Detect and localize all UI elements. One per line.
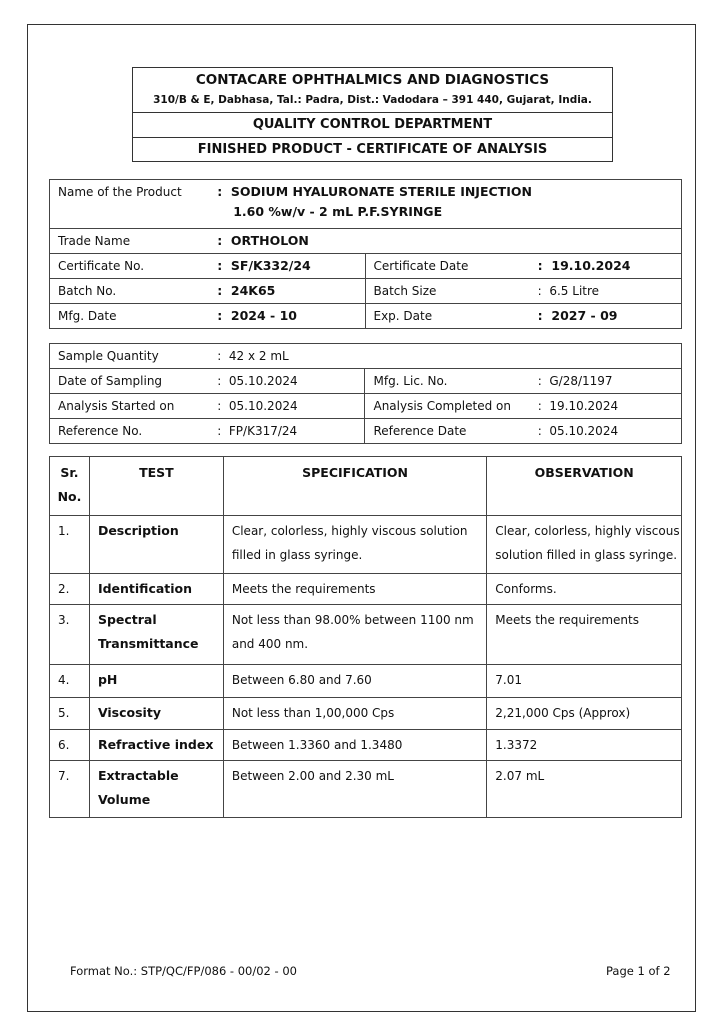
sr-no: 1. (49, 515, 90, 574)
observation: Clear, colorless, highly viscous solutio… (486, 515, 682, 574)
header-observation: OBSERVATION (486, 456, 682, 516)
specification: Not less than 98.00% between 1100 nm and… (222, 604, 488, 665)
observation: Meets the requirements (486, 604, 682, 665)
batch-no-label: Batch No. (49, 278, 210, 304)
analysis-started: : 05.10.2024 (209, 393, 365, 419)
test-row: 3. Spectral Transmittance Not less than 98… (49, 604, 682, 665)
cert-date: : 19.10.2024 (529, 253, 682, 279)
batch-size-label: Batch Size (364, 278, 530, 304)
trade-name-label: Trade Name (49, 228, 210, 254)
observation: 1.3372 (486, 729, 682, 761)
test-row: 7. Extractable Volume Between 2.00 and 2.3… (49, 760, 682, 818)
test-row: 2. Identification Meets the requirements Co… (49, 573, 682, 605)
observation: 2.07 mL (486, 760, 682, 818)
document-title: FINISHED PRODUCT - CERTIFICATE OF ANALYS… (197, 142, 548, 157)
test-row: 6. Refractive index Between 1.3360 and 1.3… (49, 729, 682, 761)
specification: Between 1.3360 and 1.3480 (222, 729, 488, 761)
specification: Not less than 1,00,000 Cps (222, 697, 488, 730)
test-name: Refractive index (88, 729, 224, 761)
sr-no: 3. (49, 604, 90, 665)
analysis-completed-label: Analysis Completed on (364, 393, 530, 419)
specification: Between 6.80 and 7.60 (222, 664, 488, 698)
page-number: Page 1 of 2 (606, 964, 671, 978)
specification: Between 2.00 and 2.30 mL (222, 760, 488, 818)
cert-no: : SF/K332/24 (209, 253, 365, 279)
test-row: 4. pH Between 6.80 and 7.60 7.01 (49, 664, 682, 698)
reference-no-label: Reference No. (49, 418, 210, 444)
exp-date: : 2027 - 09 (529, 303, 682, 329)
company-name: CONTACARE OPHTHALMICS AND DIAGNOSTICS (195, 72, 550, 88)
product-name: : SODIUM HYALURONATE STERILE INJECTION 1.… (209, 179, 683, 229)
reference-date-label: Reference Date (364, 418, 530, 444)
observation: Conforms. (486, 573, 682, 605)
reference-no: : FP/K317/24 (209, 418, 365, 444)
header-sr-no: Sr. No. (49, 456, 90, 516)
test-name: Spectral Transmittance (88, 604, 224, 665)
reference-date: : 05.10.2024 (529, 418, 682, 444)
batch-size: : 6.5 Litre (529, 278, 682, 304)
test-name: Extractable Volume (88, 760, 224, 818)
sampling-date-label: Date of Sampling (49, 368, 210, 394)
company-address: 310/B & E, Dabhasa, Tal.: Padra, Dist.: … (133, 90, 612, 113)
sample-info-table: Sample Quantity : 42 x 2 mL Date of Samp… (49, 343, 683, 444)
test-name: pH (88, 664, 224, 698)
test-results-table: Sr. No. TEST SPECIFICATION OBSERVATION 1.… (49, 456, 682, 818)
trade-name: : ORTHOLON (209, 228, 683, 254)
document-header: CONTACARE OPHTHALMICS AND DIAGNOSTICS 31… (132, 67, 613, 162)
sampling-date: : 05.10.2024 (209, 368, 365, 394)
test-row: 5. Viscosity Not less than 1,00,000 Cps 2,2… (49, 697, 682, 730)
mfg-date: : 2024 - 10 (209, 303, 365, 329)
header-specification: SPECIFICATION (222, 456, 488, 516)
product-info-table: Name of the Product : SODIUM HYALURONATE… (49, 179, 683, 329)
sr-no: 7. (49, 760, 90, 818)
analysis-completed: : 19.10.2024 (529, 393, 682, 419)
sr-no: 4. (49, 664, 90, 698)
sr-no: 5. (49, 697, 90, 730)
cert-no-label: Certificate No. (49, 253, 210, 279)
header-test: TEST (88, 456, 224, 516)
batch-no: : 24K65 (209, 278, 365, 304)
mfg-lic-label: Mfg. Lic. No. (364, 368, 530, 394)
observation: 7.01 (486, 664, 682, 698)
mfg-date-label: Mfg. Date (49, 303, 210, 329)
specification: Meets the requirements (222, 573, 488, 605)
sample-qty: : 42 x 2 mL (209, 343, 683, 369)
specification: Clear, colorless, highly viscous solutio… (222, 515, 488, 574)
test-name: Viscosity (88, 697, 224, 730)
analysis-started-label: Analysis Started on (49, 393, 210, 419)
page-border (27, 24, 696, 1012)
test-row: 1. Description Clear, colorless, highly vi… (49, 515, 682, 574)
exp-date-label: Exp. Date (364, 303, 530, 329)
department: QUALITY CONTROL DEPARTMENT (133, 113, 612, 138)
product-name-label: Name of the Product (49, 179, 210, 229)
observation: 2,21,000 Cps (Approx) (486, 697, 682, 730)
sr-no: 6. (49, 729, 90, 761)
mfg-lic: : G/28/1197 (529, 368, 682, 394)
cert-date-label: Certificate Date (364, 253, 530, 279)
sample-qty-label: Sample Quantity (49, 343, 210, 369)
test-name: Identification (88, 573, 224, 605)
sr-no: 2. (49, 573, 90, 605)
format-number: Format No.: STP/QC/FP/086 - 00/02 - 00 (70, 964, 297, 978)
test-name: Description (88, 515, 224, 574)
